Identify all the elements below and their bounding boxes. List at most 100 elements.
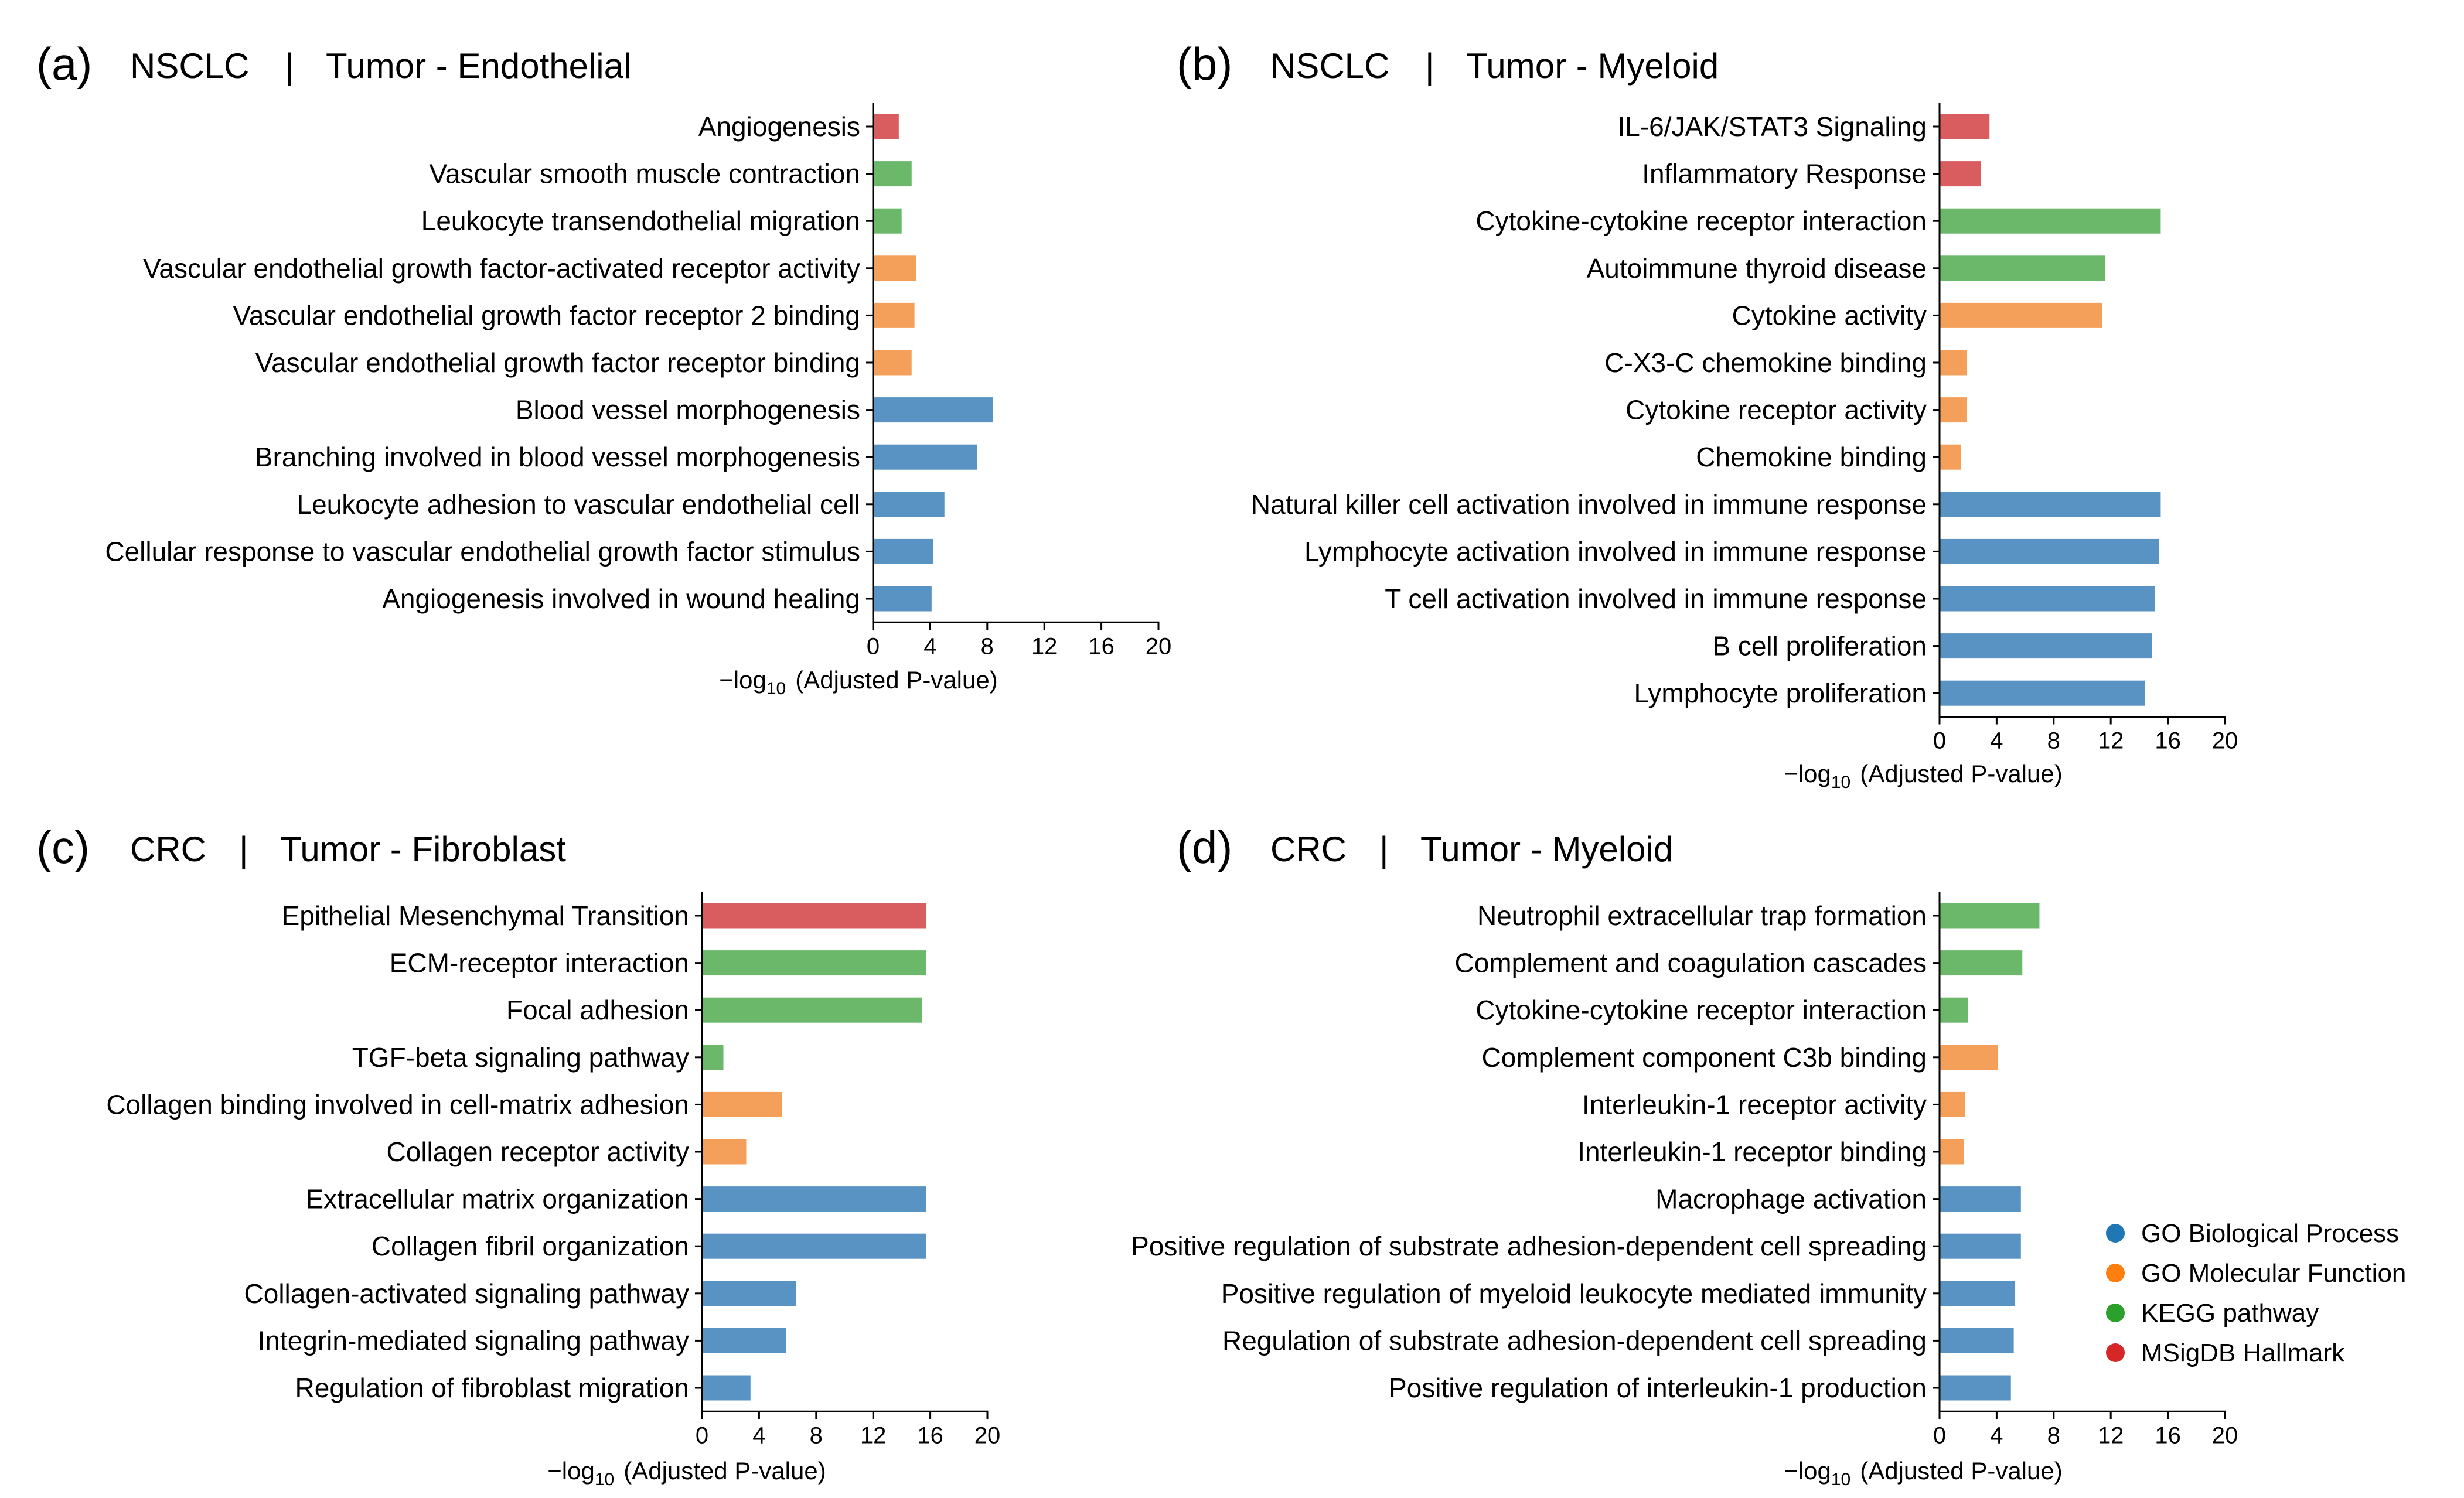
panel-d-bar-4: [1940, 1091, 1965, 1117]
panel-c-x-tick-label-0: 0: [696, 1422, 708, 1448]
panel-c-x-tick-label-4: 16: [917, 1422, 943, 1448]
panel-d-x-tick-label-2: 8: [2047, 1422, 2060, 1448]
panel-d-bar-2: [1940, 997, 1968, 1023]
panel-d-bar-7: [1940, 1233, 2021, 1259]
panel-a-category-label-6: Blood vessel morphogenesis: [516, 395, 860, 425]
panel-a-x-tick-label-4: 16: [1088, 633, 1115, 659]
panel-d-x-tick-label-1: 4: [1990, 1422, 2003, 1448]
panel-d-xlabel-sub: 10: [1831, 1470, 1850, 1489]
legend-marker-go-bp: [2106, 1224, 2125, 1243]
panel-a-category-labels: Angiogenesis Vascular smooth muscle contr…: [105, 111, 860, 614]
panel-b-x-tick-label-3: 12: [2098, 728, 2124, 754]
panel-a-xlabel-main: −log: [719, 666, 766, 694]
panel-b-category-label-12: Lymphocyte proliferation: [1634, 678, 1927, 708]
panel-c-bar-1: [702, 950, 926, 976]
panel-d-bar-3: [1940, 1045, 1998, 1070]
panel-d-bar-6: [1940, 1186, 2021, 1212]
panel-c-xlabel-rest: (Adjusted P-value): [623, 1457, 826, 1485]
panel-d-x-axis-label: −log10 (Adjusted P-value): [1784, 1457, 2062, 1489]
panel-d-bar-0: [1940, 903, 2040, 929]
panel-b-bar-5: [1940, 350, 1967, 376]
legend-label-msigdb: MSigDB Hallmark: [2141, 1339, 2345, 1367]
panel-a-x-tick-label-1: 4: [923, 633, 936, 659]
panel-a-letter: (a): [36, 38, 92, 90]
panel-d-category-label-5: Interleukin-1 receptor binding: [1577, 1137, 1927, 1167]
panel-b-title: NSCLC: [1270, 46, 1389, 86]
panel-c-category-label-4: Collagen binding involved in cell-matrix…: [106, 1089, 689, 1120]
panel-c-xlabel-sub: 10: [595, 1470, 614, 1489]
panel-b-category-label-3: Autoimmune thyroid disease: [1587, 253, 1927, 284]
panel-c-separator: |: [239, 830, 248, 869]
panel-b-bar-6: [1940, 397, 1967, 423]
panel-d-bar-1: [1940, 950, 2023, 976]
panel-b-category-label-2: Cytokine-cytokine receptor interaction: [1475, 206, 1927, 236]
panel-d-xlabel-main: −log: [1784, 1457, 1831, 1485]
panel-a-category-label-8: Leukocyte adhesion to vascular endotheli…: [297, 489, 860, 520]
panel-b-bar-2: [1940, 208, 2161, 234]
panel-b-bar-7: [1940, 444, 1961, 470]
panel-b-separator: |: [1425, 46, 1434, 86]
panel-d-bar-8: [1940, 1281, 2016, 1306]
panel-b-category-label-7: Chemokine binding: [1696, 442, 1927, 472]
panel-b-x-tick-label-0: 0: [1933, 728, 1946, 754]
panel-b-subtitle: Tumor - Myeloid: [1466, 46, 1719, 86]
panel-a-category-label-0: Angiogenesis: [698, 111, 860, 142]
panel-a-category-label-3: Vascular endothelial growth factor-activ…: [143, 253, 860, 284]
panel-d-category-label-2: Cytokine-cytokine receptor interaction: [1475, 995, 1927, 1025]
panel-b-category-label-11: B cell proliferation: [1712, 631, 1927, 661]
panel-a-category-label-5: Vascular endothelial growth factor recep…: [255, 347, 860, 378]
panel-d-x-tick-label-3: 12: [2098, 1422, 2124, 1448]
panel-c-bars: [702, 903, 926, 1401]
panel-a-x-tick-label-3: 12: [1031, 633, 1058, 659]
panel-b-category-label-6: Cytokine receptor activity: [1625, 395, 1927, 425]
panel-a-xlabel-sub: 10: [766, 679, 786, 698]
panel-b-category-labels: IL-6/JAK/STAT3 Signaling Inflammatory Res…: [1251, 111, 1927, 708]
panel-d-bar-5: [1940, 1139, 1964, 1165]
panel-b: (b) NSCLC | Tumor - Myeloid IL-6/JAK/STA…: [1177, 38, 2238, 792]
panel-d-bar-9: [1940, 1328, 2014, 1353]
panel-c-x-tick-label-5: 20: [974, 1422, 1001, 1448]
panel-c-category-label-3: TGF-beta signaling pathway: [352, 1042, 689, 1073]
panel-c-bar-6: [702, 1186, 926, 1212]
panel-a-subtitle: Tumor - Endothelial: [326, 46, 631, 86]
panel-a-bar-6: [873, 397, 993, 423]
panel-a-category-label-4: Vascular endothelial growth factor recep…: [233, 300, 860, 330]
panel-c-bar-7: [702, 1233, 926, 1259]
panel-a-bar-8: [873, 492, 945, 517]
panel-a-bar-9: [873, 538, 933, 564]
panel-c-category-labels: Epithelial Mesenchymal Transition ECM-rec…: [106, 900, 689, 1403]
panel-c-x-axis-label: −log10 (Adjusted P-value): [547, 1457, 826, 1489]
panel-b-bar-12: [1940, 680, 2145, 706]
panel-d-x-tick-label-0: 0: [1933, 1422, 1946, 1448]
legend-label-go-mf: GO Molecular Function: [2141, 1259, 2406, 1288]
legend-marker-msigdb: [2106, 1343, 2125, 1362]
panel-d-separator: |: [1379, 830, 1389, 869]
panel-a-x-axis: 0 4 8 12 16 20: [866, 103, 1171, 659]
panel-b-x-axis-label: −log10 (Adjusted P-value): [1784, 760, 2062, 792]
panel-a-category-label-10: Angiogenesis involved in wound healing: [382, 583, 860, 614]
panel-b-bar-11: [1940, 633, 2152, 659]
panel-b-category-label-10: T cell activation involved in immune res…: [1385, 583, 1927, 614]
panel-a-bar-2: [873, 208, 902, 234]
panel-d-subtitle: Tumor - Myeloid: [1420, 830, 1673, 869]
panel-c-x-axis: 0 4 8 12 16 20: [695, 892, 1001, 1448]
panel-c-bar-10: [702, 1375, 751, 1401]
panel-c-bar-9: [702, 1328, 786, 1353]
panel-a-category-label-2: Leukocyte transendothelial migration: [421, 206, 860, 236]
panel-c-bar-3: [702, 1045, 724, 1070]
panel-b-x-tick-label-1: 4: [1990, 728, 2003, 754]
panel-b-bar-9: [1940, 538, 2159, 564]
panel-a-x-tick-label-2: 8: [981, 633, 994, 659]
panel-b-bar-10: [1940, 586, 2155, 612]
panel-d-x-tick-label-4: 16: [2155, 1422, 2181, 1448]
legend-label-go-bp: GO Biological Process: [2141, 1219, 2399, 1248]
panel-a-bars: [873, 114, 993, 612]
panel-a-bar-4: [873, 302, 915, 328]
panel-b-xlabel-rest: (Adjusted P-value): [1860, 760, 2063, 787]
panel-c-category-label-2: Focal adhesion: [506, 995, 689, 1025]
panel-b-x-tick-label-2: 8: [2047, 728, 2060, 754]
panel-b-bar-1: [1940, 161, 1981, 187]
panel-d-category-labels: Neutrophil extracellular trap formation C…: [1131, 900, 1927, 1403]
panel-c-letter: (c): [36, 821, 90, 873]
